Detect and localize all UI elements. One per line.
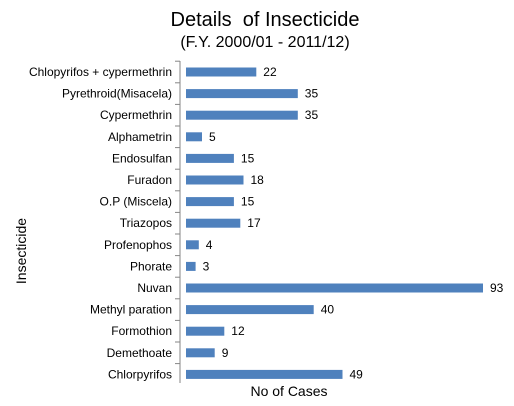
- chart-title: Details of Insecticide: [171, 9, 360, 31]
- bar: [186, 153, 234, 163]
- category-label: Methyl paration: [90, 303, 172, 317]
- bar: [186, 326, 225, 336]
- data-label: 49: [350, 367, 364, 381]
- category-label: Chlorpyrifos: [108, 367, 172, 381]
- category-label: Endosulfan: [112, 151, 172, 165]
- bar: [186, 240, 199, 250]
- data-label: 5: [209, 130, 216, 144]
- category-label: Nuvan: [137, 281, 172, 295]
- bar: [186, 197, 234, 207]
- category-label: Profenophos: [104, 238, 172, 252]
- bar: [186, 175, 244, 185]
- category-label: Triazopos: [120, 216, 172, 230]
- bar: [186, 283, 483, 293]
- data-label: 93: [490, 281, 504, 295]
- bar: [186, 348, 215, 358]
- data-label: 12: [231, 324, 245, 338]
- bar: [186, 261, 196, 271]
- category-label: Phorate: [130, 259, 172, 273]
- bars-group: Chlopyrifos + cypermethrin 22 Pyrethroid(M…: [29, 60, 504, 381]
- data-label: 17: [247, 216, 261, 230]
- bar: [186, 132, 202, 142]
- data-label: 15: [241, 195, 255, 209]
- category-label: O.P (Miscela): [100, 195, 172, 209]
- data-label: 35: [305, 108, 319, 122]
- y-axis-title: Insecticide: [13, 218, 29, 284]
- x-axis-title: No of Cases: [250, 383, 327, 399]
- chart-subtitle: (F.Y. 2000/01 - 2011/12): [180, 34, 349, 51]
- bar: [186, 305, 314, 315]
- bar: [186, 89, 298, 99]
- data-label: 15: [241, 151, 255, 165]
- bar: [186, 67, 257, 77]
- data-label: 22: [263, 65, 277, 79]
- bar: [186, 369, 343, 379]
- category-label: Chlopyrifos + cypermethrin: [29, 65, 172, 79]
- bar: [186, 110, 298, 120]
- data-label: 40: [321, 303, 335, 317]
- data-label: 18: [251, 173, 265, 187]
- data-label: 3: [203, 259, 210, 273]
- category-label: Demethoate: [107, 346, 173, 360]
- category-label: Alphametrin: [108, 130, 172, 144]
- category-label: Furadon: [127, 173, 172, 187]
- data-label: 9: [222, 346, 229, 360]
- category-label: Formothion: [111, 324, 172, 338]
- data-label: 35: [305, 87, 319, 101]
- category-label: Pyrethroid(Misacela): [62, 87, 172, 101]
- data-label: 4: [206, 238, 213, 252]
- category-label: Cypermethrin: [100, 108, 172, 122]
- bar: [186, 218, 241, 228]
